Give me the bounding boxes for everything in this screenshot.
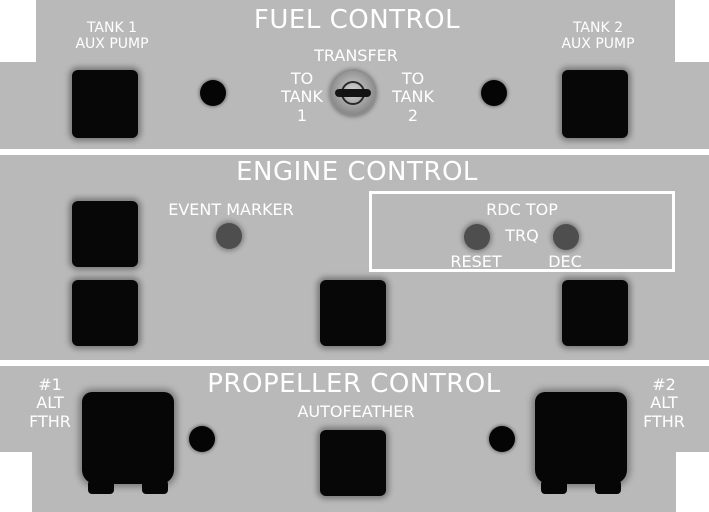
rdc-top-group-box	[369, 191, 675, 272]
engine-left-upper-switch[interactable]	[72, 201, 138, 267]
alt-fthr-1-line3: FTHR	[29, 411, 71, 431]
tank2-aux-pump-label: TANK 2 AUX PUMP	[538, 20, 658, 52]
top-left-notch	[0, 0, 36, 62]
bottom-right-notch	[676, 452, 709, 512]
alt-fthr-1-switch-foot-left	[88, 480, 114, 494]
to-tank1-line2: TANK	[281, 87, 323, 107]
knob-pointer	[335, 89, 371, 97]
alt-fthr-1-line1: #1	[38, 375, 62, 394]
tank2-label-line1: TANK 2	[572, 20, 624, 36]
engine-propeller-divider	[0, 360, 709, 366]
alt-fthr-1-switch-foot-right	[142, 480, 168, 494]
alt-fthr-2-line2: ALT	[650, 393, 678, 413]
propeller-control-title: PROPELLER CONTROL	[207, 369, 501, 399]
trq-reset-button[interactable]	[464, 224, 490, 250]
alt-fthr-2-label: #2 ALT FTHR	[636, 375, 692, 431]
alt-fthr-1-label: #1 ALT FTHR	[22, 375, 78, 431]
dec-label: DEC	[548, 252, 582, 271]
event-marker-indicator	[216, 223, 242, 249]
alt-fthr-2-line3: FTHR	[643, 411, 685, 431]
to-tank1-label: TO TANK 1	[272, 69, 332, 125]
propeller-right-indicator	[489, 426, 515, 452]
fuel-control-title: FUEL CONTROL	[253, 5, 461, 35]
tank1-aux-pump-label: TANK 1 AUX PUMP	[52, 20, 172, 52]
trq-dec-button[interactable]	[553, 224, 579, 250]
engine-control-title: ENGINE CONTROL	[236, 157, 478, 187]
tank1-label-line2: AUX PUMP	[75, 36, 149, 53]
tank2-label-line2: AUX PUMP	[561, 36, 635, 53]
bottom-left-notch	[0, 452, 32, 512]
alt-fthr-2-guarded-switch[interactable]	[535, 392, 627, 494]
propeller-left-indicator	[189, 426, 215, 452]
trq-label: TRQ	[505, 226, 539, 245]
reset-label: RESET	[450, 252, 502, 271]
top-right-notch	[675, 0, 709, 62]
to-tank1-line1: TO	[290, 69, 314, 88]
engine-left-lower-switch[interactable]	[72, 280, 138, 346]
alt-fthr-2-line1: #2	[652, 375, 676, 394]
fuel-left-indicator	[200, 80, 226, 106]
to-tank1-line3: 1	[296, 105, 308, 125]
autofeather-label: AUTOFEATHER	[297, 402, 415, 421]
alt-fthr-1-line2: ALT	[36, 393, 64, 413]
fuel-engine-divider	[0, 149, 709, 155]
to-tank2-line1: TO	[401, 69, 425, 88]
tank1-aux-pump-switch[interactable]	[72, 70, 138, 138]
autofeather-switch[interactable]	[320, 430, 386, 496]
engine-right-switch[interactable]	[562, 280, 628, 346]
to-tank2-line3: 2	[407, 105, 419, 125]
transfer-rotary-knob[interactable]	[331, 71, 375, 115]
tank1-label-line1: TANK 1	[86, 20, 138, 36]
alt-fthr-2-switch-foot-left	[541, 480, 567, 494]
tank2-aux-pump-switch[interactable]	[562, 70, 628, 138]
to-tank2-line2: TANK	[392, 87, 434, 107]
to-tank2-label: TO TANK 2	[383, 69, 443, 125]
event-marker-label: EVENT MARKER	[168, 200, 294, 219]
alt-fthr-1-guarded-switch[interactable]	[82, 392, 174, 494]
transfer-label: TRANSFER	[314, 46, 398, 65]
alt-fthr-2-switch-foot-right	[595, 480, 621, 494]
rdc-top-label: RDC TOP	[486, 200, 558, 219]
engine-center-switch[interactable]	[320, 280, 386, 346]
fuel-right-indicator	[481, 80, 507, 106]
